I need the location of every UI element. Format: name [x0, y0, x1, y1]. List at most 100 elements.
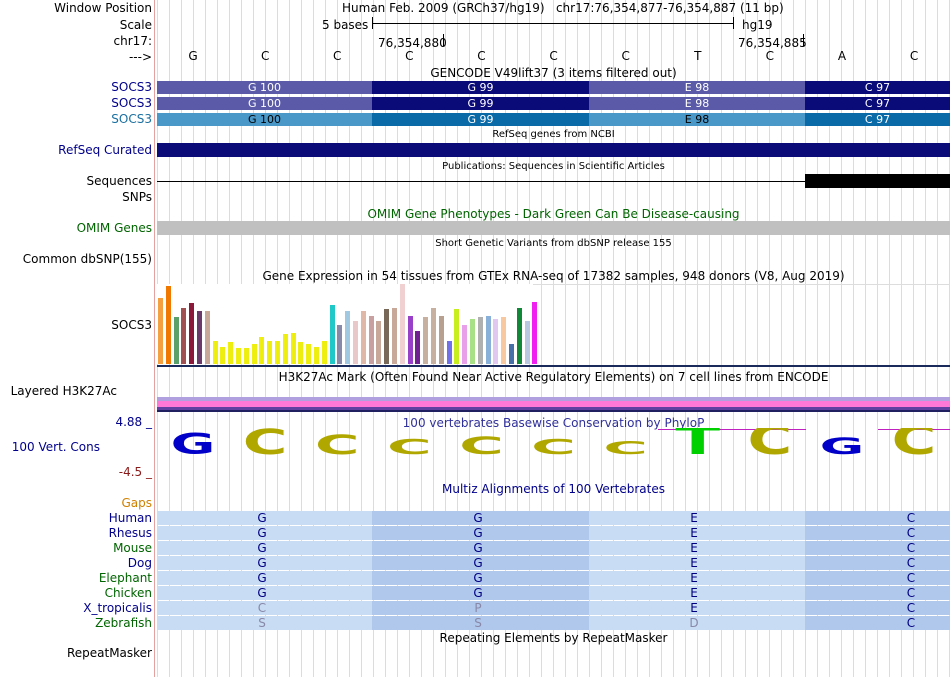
gencode-codon[interactable]: E 98: [589, 113, 805, 126]
gtex-tissue-bar[interactable]: [228, 342, 234, 364]
gtex-tissue-bar[interactable]: [431, 308, 436, 364]
species-label[interactable]: Mouse: [113, 541, 152, 555]
label-repeatmasker[interactable]: RepeatMasker: [66, 646, 152, 660]
gtex-tissue-bar[interactable]: [353, 321, 358, 364]
gtex-tissue-bar[interactable]: [329, 305, 335, 364]
gtex-tissue-bar[interactable]: [423, 317, 429, 364]
gtex-tissue-bar[interactable]: [321, 341, 327, 364]
gencode-codon[interactable]: G 100: [157, 97, 372, 110]
gtex-tissue-bar[interactable]: [392, 308, 397, 364]
label-socs3-1[interactable]: SOCS3: [111, 80, 152, 94]
coord-left: 76,354,880: [378, 36, 447, 50]
gencode-codon[interactable]: G 100: [157, 113, 372, 126]
gtex-tissue-bar[interactable]: [189, 303, 195, 364]
label-h3k27ac[interactable]: Layered H3K27Ac: [10, 384, 117, 398]
label-socs3-2[interactable]: SOCS3: [111, 96, 152, 110]
species-label[interactable]: Dog: [127, 556, 152, 570]
omim-feature[interactable]: [157, 221, 950, 235]
gtex-tissue-bar[interactable]: [197, 311, 202, 364]
species-label[interactable]: Rhesus: [108, 526, 152, 540]
alignment-residue: G: [257, 586, 267, 600]
gtex-tissue-bar[interactable]: [314, 347, 319, 364]
gencode-codon[interactable]: C 97: [805, 81, 950, 94]
label-omim[interactable]: OMIM Genes: [76, 221, 152, 235]
base-letter: A: [837, 49, 847, 63]
h3k27ac-band-2[interactable]: [157, 401, 950, 407]
gencode-codon[interactable]: E 98: [589, 97, 805, 110]
gencode-codon[interactable]: C 97: [805, 97, 950, 110]
label-common-dbsnp[interactable]: Common dbSNP(155): [22, 252, 152, 266]
gtex-tissue-bar[interactable]: [267, 341, 273, 364]
alignment-residue: S: [258, 616, 266, 630]
gtex-tissue-bar[interactable]: [509, 344, 514, 364]
sequence-feature[interactable]: [805, 174, 950, 188]
gtex-tissue-bar[interactable]: [220, 347, 226, 364]
gtex-tissue-bar[interactable]: [368, 316, 374, 364]
gtex-tissue-bar[interactable]: [243, 348, 249, 364]
species-label[interactable]: Elephant: [98, 571, 152, 585]
label-snps[interactable]: SNPs: [122, 190, 152, 204]
gtex-tissue-bar[interactable]: [345, 311, 351, 364]
gencode-codon[interactable]: E 98: [589, 81, 805, 94]
gtex-tissue-bar[interactable]: [173, 317, 179, 364]
gtex-tissue-bar[interactable]: [306, 344, 312, 364]
label-gaps: Gaps: [121, 496, 152, 510]
gtex-tissue-bar[interactable]: [158, 298, 163, 364]
gtex-bar-chart[interactable]: [157, 284, 950, 364]
gtex-tissue-bar[interactable]: [181, 308, 187, 364]
gencode-codon[interactable]: G 100: [157, 81, 372, 94]
gencode-codon[interactable]: G 99: [372, 81, 589, 94]
gtex-tissue-bar[interactable]: [290, 333, 296, 364]
gtex-tissue-bar[interactable]: [212, 341, 218, 364]
gtex-tissue-bar[interactable]: [415, 331, 421, 364]
gtex-tissue-bar[interactable]: [399, 284, 405, 364]
gtex-tissue-bar[interactable]: [204, 311, 210, 364]
gtex-tissue-bar[interactable]: [454, 309, 460, 364]
gtex-tissue-bar[interactable]: [477, 317, 483, 364]
gtex-tissue-bar[interactable]: [516, 308, 522, 364]
omim-title: OMIM Gene Phenotypes - Dark Green Can Be…: [367, 207, 740, 221]
gtex-tissue-bar[interactable]: [485, 316, 491, 364]
gtex-tissue-bar[interactable]: [165, 286, 171, 364]
gtex-tissue-bar[interactable]: [259, 337, 265, 364]
gtex-tissue-bar[interactable]: [501, 317, 507, 364]
label-sequences[interactable]: Sequences: [86, 174, 152, 188]
label-gtex-socs3[interactable]: SOCS3: [111, 318, 152, 332]
cons-letter: T: [675, 428, 721, 464]
gencode-codon[interactable]: C 97: [805, 113, 950, 126]
gtex-tissue-bar[interactable]: [384, 309, 390, 364]
alignment-block: [589, 511, 805, 525]
repeat-title: Repeating Elements by RepeatMasker: [439, 631, 668, 645]
species-label[interactable]: X_tropicalis: [83, 601, 152, 615]
gtex-tissue-bar[interactable]: [282, 334, 288, 364]
gtex-tissue-bar[interactable]: [337, 325, 343, 364]
species-label[interactable]: Human: [108, 511, 152, 525]
gtex-tissue-bar[interactable]: [407, 316, 413, 364]
label-cons-min: -4.5 _: [118, 465, 152, 479]
gtex-tissue-bar[interactable]: [376, 321, 382, 364]
gtex-tissue-bar[interactable]: [298, 342, 304, 364]
gtex-tissue-bar[interactable]: [251, 344, 257, 364]
gtex-tissue-bar[interactable]: [275, 341, 280, 364]
label-socs3-3[interactable]: SOCS3: [111, 112, 152, 126]
gtex-tissue-bar[interactable]: [360, 311, 366, 364]
alignment-block: [805, 586, 950, 600]
gtex-tissue-bar[interactable]: [470, 319, 475, 364]
gencode-codon[interactable]: G 99: [372, 97, 589, 110]
alignment-residue: C: [906, 616, 916, 630]
label-refseq[interactable]: RefSeq Curated: [58, 143, 152, 157]
refseq-feature[interactable]: [157, 143, 950, 157]
gtex-tissue-bar[interactable]: [462, 325, 468, 364]
gtex-tissue-bar[interactable]: [438, 316, 444, 364]
label-cons[interactable]: 100 Vert. Cons: [11, 440, 100, 454]
gtex-tissue-bar[interactable]: [493, 319, 499, 364]
species-label[interactable]: Zebrafish: [95, 616, 152, 630]
species-label[interactable]: Chicken: [104, 586, 152, 600]
gtex-tissue-bar[interactable]: [446, 341, 452, 364]
gtex-tissue-bar[interactable]: [532, 302, 538, 364]
gtex-tissue-bar[interactable]: [236, 348, 241, 364]
gtex-tissue-bar[interactable]: [524, 321, 530, 364]
gencode-codon[interactable]: G 99: [372, 113, 589, 126]
alignment-residue: G: [257, 541, 267, 555]
